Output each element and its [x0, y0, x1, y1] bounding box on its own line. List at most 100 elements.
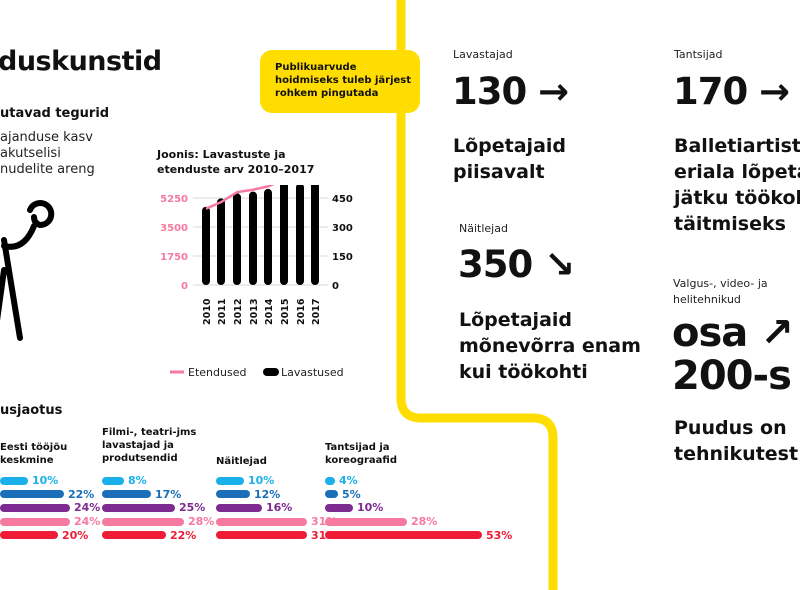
distribution-percent: 20%: [62, 528, 89, 542]
x-tick-label: 2013: [249, 299, 260, 325]
chart: 0017501503500300525045070006002010201120…: [160, 185, 353, 379]
page-title: duskunstid: [0, 46, 162, 77]
stat-text: Lõpetajaid: [459, 309, 572, 331]
factor-item: nudelite areng: [0, 162, 95, 177]
distribution-percent: 17%: [155, 487, 182, 501]
stat-label: Näitlejad: [459, 222, 508, 235]
distribution-percent: 10%: [32, 474, 59, 487]
distribution-bar: [102, 503, 175, 512]
factors-heading: utavad tegurid: [0, 106, 110, 121]
bar-lavastused: [249, 191, 257, 285]
left-tick-label: 1750: [160, 252, 188, 263]
distribution-percent: 5%: [342, 487, 361, 501]
distribution-bar-row: 10%: [325, 501, 383, 514]
factor-item: akutselisi: [0, 146, 61, 161]
distribution-percent: 16%: [266, 501, 293, 515]
stat-value: osa ↗: [672, 310, 794, 356]
distribution-bar: [102, 476, 124, 485]
stat-text: tehnikutest: [674, 443, 799, 465]
bar-lavastused: [264, 188, 272, 285]
distribution-bar: [216, 490, 250, 499]
stat-text: piisavalt: [453, 161, 545, 183]
x-tick-label: 2016: [296, 298, 307, 325]
stat-text: Balletiartist: [674, 135, 800, 157]
bar-lavastused: [280, 185, 288, 285]
legend-swatch-lavastused: [263, 368, 279, 376]
distribution-bar-row: 4%: [325, 474, 358, 487]
left-tick-label: 3500: [160, 223, 188, 234]
distribution-bar-row: 20%: [0, 529, 88, 542]
stat-label: Valgus-, video- ja helitehnikud: [673, 277, 768, 306]
distribution-bar: [216, 476, 244, 485]
distribution-bar: [0, 503, 70, 512]
distribution-percent: 24%: [74, 515, 101, 529]
callout-box: Publikuarvude hoidmiseks tuleb järjest r…: [260, 50, 420, 113]
right-tick-label: 450: [332, 194, 353, 205]
group-label: Eesti tööjõu keskmine: [0, 442, 68, 466]
bar-lavastused: [233, 193, 241, 285]
distribution-bar-row: 53%: [325, 529, 512, 542]
x-tick-label: 2011: [217, 299, 228, 325]
distribution-bar-row: 28%: [325, 515, 437, 528]
left-tick-label: 5250: [160, 194, 188, 205]
stat-label: Tantsijad: [674, 48, 723, 61]
bar-lavastused: [217, 198, 225, 285]
bar-lavastused: [202, 206, 210, 285]
distribution-percent: 28%: [188, 515, 215, 529]
distribution-bar-row: 24%: [0, 501, 100, 514]
stat-text: mõnevõrra enam: [459, 335, 641, 357]
factor-item: ajanduse kasv: [0, 130, 93, 145]
distribution-bar-row: 31%: [216, 529, 337, 542]
distribution-bar: [102, 517, 184, 526]
distribution-bar: [102, 490, 151, 499]
left-tick-label: 0: [181, 281, 188, 292]
stat-value: 200-s: [672, 353, 792, 399]
distribution-bar-row: 8%: [102, 474, 147, 487]
stat-text: kui töökohti: [459, 361, 588, 383]
distribution-bar-row: 10%: [216, 474, 274, 487]
stat-text: täitmiseks: [674, 213, 786, 235]
distribution-bar: [0, 517, 70, 526]
stat-value: 170 →: [673, 70, 790, 113]
bar-lavastused: [296, 185, 304, 285]
distribution-percent: 8%: [128, 474, 147, 487]
distribution-percent: 53%: [486, 528, 513, 542]
x-tick-label: 2015: [280, 299, 291, 325]
stat-text: jätku töökol: [674, 187, 800, 209]
right-tick-label: 300: [332, 223, 353, 234]
x-tick-label: 2010: [202, 298, 213, 325]
distribution-bar: [0, 531, 58, 540]
x-tick-label: 2014: [264, 298, 275, 325]
distribution-percent: 22%: [68, 487, 95, 501]
legend-label-lavastused: Lavastused: [281, 366, 344, 379]
distribution-bar-row: 22%: [0, 488, 94, 501]
distribution-bar-row: 5%: [325, 488, 361, 501]
distribution-bar: [0, 476, 28, 485]
group-label: Filmi-, teatri-jms lavastajad ja produts…: [102, 427, 197, 464]
stat-value: 130 →: [452, 70, 569, 113]
stat-value: 350 ↘: [458, 243, 575, 286]
group-label: Näitlejad: [216, 456, 267, 467]
distribution-bar: [0, 490, 64, 499]
distribution-percent: 4%: [339, 474, 358, 487]
distribution-bar-row: 17%: [102, 488, 181, 501]
distribution-bar: [102, 531, 166, 540]
distribution-bar-row: 10%: [0, 474, 58, 487]
right-tick-label: 150: [332, 252, 353, 263]
distribution-bar: [325, 490, 338, 499]
distribution-bar-row: 22%: [102, 529, 196, 542]
bar-lavastused: [311, 185, 319, 285]
distribution-percent: 28%: [411, 515, 438, 529]
distribution-percent: 22%: [170, 528, 197, 542]
stat-text: Puudus on: [674, 417, 787, 439]
stat-text: eriala lõpeta: [674, 161, 800, 183]
distribution-bar: [216, 517, 307, 526]
distribution-bar-row: 24%: [0, 515, 100, 528]
distribution-percent: 25%: [179, 501, 206, 515]
distribution-bar: [325, 517, 407, 526]
x-tick-label: 2012: [233, 299, 244, 325]
group-label: Tantsijad ja koreograafid: [325, 442, 397, 466]
distribution-heading: usjaotus: [0, 403, 63, 418]
line-etendused: [205, 185, 275, 210]
distribution-bar-row: 12%: [216, 488, 280, 501]
